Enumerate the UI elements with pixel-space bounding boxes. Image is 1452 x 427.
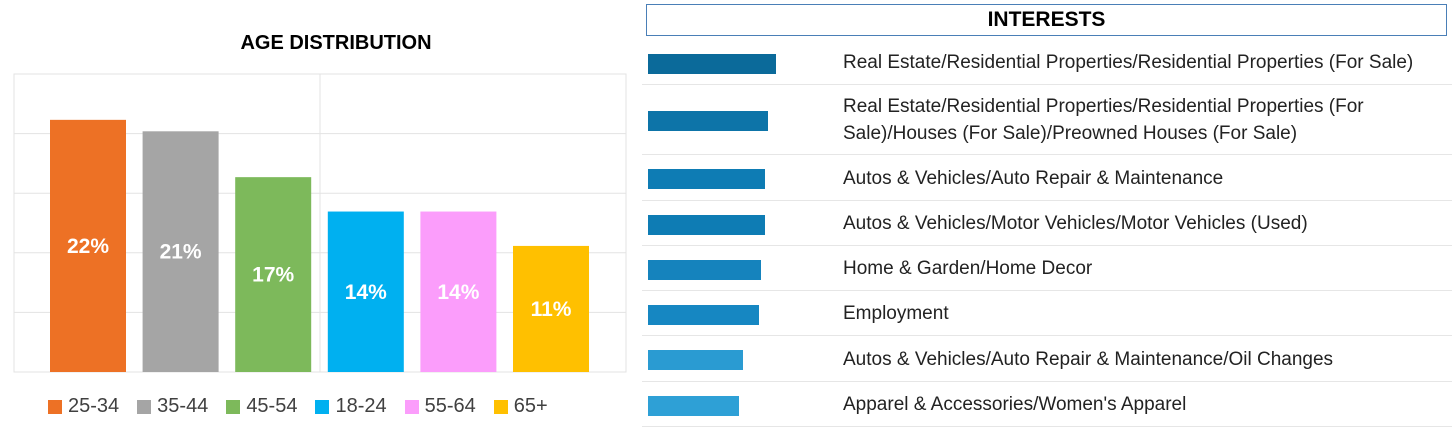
- bar-data-label: 21%: [160, 241, 202, 264]
- bar-data-label: 22%: [67, 235, 109, 258]
- interest-bar: [648, 259, 761, 280]
- interest-label: Home & Garden/Home Decor: [843, 258, 1093, 279]
- legend-item: 35-44: [137, 395, 208, 418]
- age-bar-chart-svg: 22% 21% 17% 14% 14% 11%: [13, 73, 627, 373]
- interest-row: Employment: [642, 291, 1452, 336]
- legend-item: 45-54: [226, 395, 297, 418]
- interest-label: Autos & Vehicles/Auto Repair & Maintenan…: [843, 167, 1224, 189]
- legend-label: 18-24: [335, 395, 387, 417]
- age-legend: 25-34 35-44 45-54 18-24 55-64 65+: [48, 395, 566, 418]
- legend-swatch: [48, 399, 62, 414]
- legend-swatch: [315, 399, 330, 414]
- interest-label: Autos & Vehicles/Motor Vehicles/Motor Ve…: [843, 213, 1308, 234]
- interest-bar: [648, 111, 768, 131]
- interests-chart: INTERESTS Real Estate/Residential Proper…: [642, 0, 1452, 427]
- interest-row: Autos & Vehicles/Motor Vehicles/Motor Ve…: [642, 201, 1452, 246]
- bar-data-label: 14%: [345, 281, 387, 304]
- legend-label: 25-34: [68, 395, 120, 417]
- interest-row: Apparel & Accessories/Women's Apparel: [642, 382, 1452, 427]
- legend-label: 55-64: [424, 395, 476, 417]
- interest-bar: [648, 350, 743, 370]
- interest-bar: [648, 304, 759, 325]
- bar-35-44: [142, 131, 219, 372]
- interest-row: Real Estate/Residential Properties/Resid…: [642, 40, 1452, 85]
- interests-title: INTERESTS: [646, 4, 1447, 36]
- bar-55-64: [420, 211, 497, 372]
- chart-title: AGE DISTRIBUTION: [240, 32, 432, 54]
- legend-swatch: [493, 399, 508, 414]
- legend-item: 55-64: [404, 395, 476, 418]
- interest-row: Real Estate/Residential Properties/Resid…: [642, 85, 1452, 155]
- legend-label: 45-54: [246, 395, 298, 417]
- legend-item: 18-24: [315, 395, 387, 418]
- bar-65+: [513, 245, 589, 372]
- interest-bar: [648, 53, 776, 74]
- bar-data-label: 11%: [531, 298, 572, 321]
- legend-item: 65+: [493, 395, 548, 418]
- legend-swatch: [226, 399, 241, 414]
- legend-label: 35-44: [157, 395, 209, 417]
- bar-18-24: [327, 211, 404, 372]
- legend-item: 25-34: [48, 395, 119, 418]
- legend-swatch: [404, 399, 419, 414]
- interest-row: Home & Garden/Home Decor: [642, 246, 1452, 291]
- legend-swatch: [137, 399, 152, 414]
- interest-row: Autos & Vehicles/Auto Repair & Maintenan…: [642, 336, 1452, 382]
- interest-bar: [648, 169, 765, 189]
- interest-bar: [648, 214, 765, 235]
- interest-bar: [648, 395, 739, 416]
- interest-label: Employment: [843, 303, 949, 324]
- age-distribution-chart: AGE DISTRIBUTION 22% 21% 17% 14% 14% 11% 25-3…: [0, 0, 640, 427]
- bar-25-34: [50, 119, 126, 372]
- interest-label: Real Estate/Residential Properties/Resid…: [843, 52, 1414, 73]
- bar-data-label: 14%: [437, 281, 479, 304]
- bar-data-label: 17%: [252, 264, 294, 287]
- interest-label: Apparel & Accessories/Women's Apparel: [843, 394, 1187, 415]
- bar-45-54: [235, 177, 312, 372]
- interest-row: Autos & Vehicles/Auto Repair & Maintenan…: [642, 155, 1452, 201]
- interest-label: Real Estate/Residential Properties/Resid…: [843, 96, 1364, 144]
- interest-label: Autos & Vehicles/Auto Repair & Maintenan…: [843, 348, 1334, 370]
- legend-label: 65+: [513, 395, 548, 417]
